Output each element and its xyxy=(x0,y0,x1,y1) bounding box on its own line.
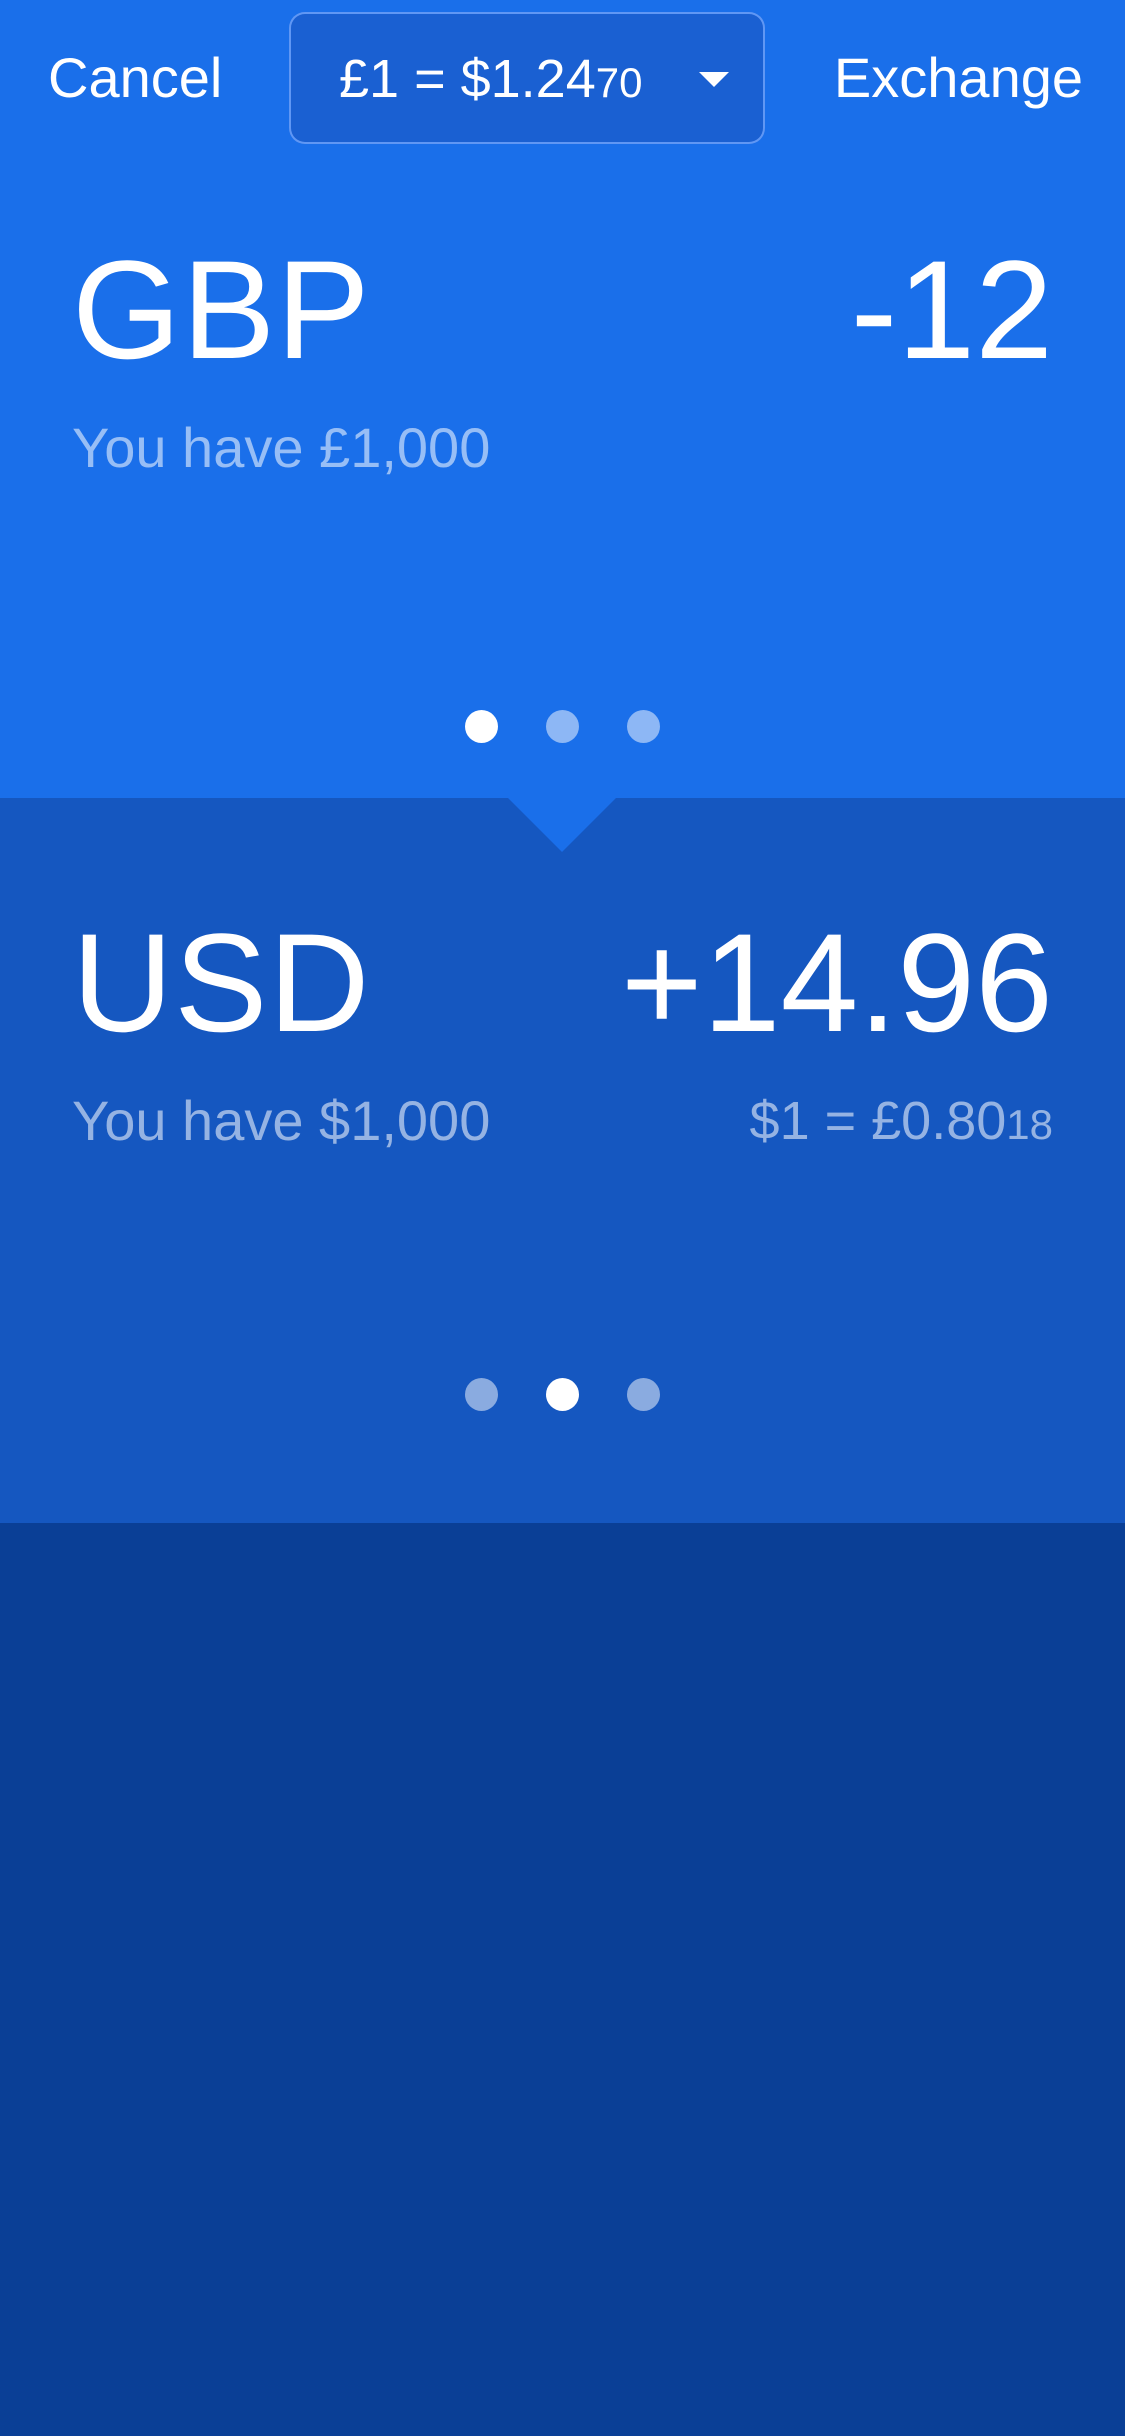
to-amount-input[interactable]: +14.96 xyxy=(620,904,1053,1061)
page-dot[interactable] xyxy=(546,710,579,743)
inverse-rate: $1 = £0.8018 xyxy=(750,1088,1053,1158)
page-dot[interactable] xyxy=(465,710,498,743)
page-dot[interactable] xyxy=(546,1378,579,1411)
from-balance: You have £1,000 xyxy=(72,416,491,479)
cancel-button[interactable]: Cancel xyxy=(48,46,223,109)
to-currency-panel[interactable]: USD +14.96 You have $1,000 $1 = £0.8018 xyxy=(0,798,1125,1523)
exchange-rate-small-digits: 70 xyxy=(595,59,643,106)
lower-background xyxy=(0,1523,1125,2436)
to-currency-code: USD xyxy=(72,904,371,1061)
inverse-rate-main: $1 = £0.80 xyxy=(749,1091,1007,1151)
pointer-notch xyxy=(508,798,616,852)
from-currency-page-indicator xyxy=(0,710,1125,744)
page-dot[interactable] xyxy=(627,710,660,743)
exchange-rate-main: £1 = $1.24 xyxy=(339,49,596,109)
from-currency-code: GBP xyxy=(72,231,371,388)
to-balance: You have $1,000 xyxy=(72,1089,491,1152)
exchange-rate-dropdown[interactable]: £1 = $1.2470 xyxy=(289,12,765,144)
exchange-button[interactable]: Exchange xyxy=(833,46,1083,109)
exchange-rate-text: £1 = $1.2470 xyxy=(339,46,642,116)
page-dot[interactable] xyxy=(465,1378,498,1411)
from-currency-panel[interactable]: Cancel £1 = $1.2470 Exchange GBP -12 You… xyxy=(0,0,1125,798)
chevron-down-icon xyxy=(699,72,729,87)
page-dot[interactable] xyxy=(627,1378,660,1411)
to-currency-page-indicator xyxy=(0,1378,1125,1412)
inverse-rate-small-digits: 18 xyxy=(1006,1101,1053,1148)
header-bar: Cancel £1 = $1.2470 Exchange xyxy=(0,0,1125,160)
from-amount-input[interactable]: -12 xyxy=(850,231,1053,388)
